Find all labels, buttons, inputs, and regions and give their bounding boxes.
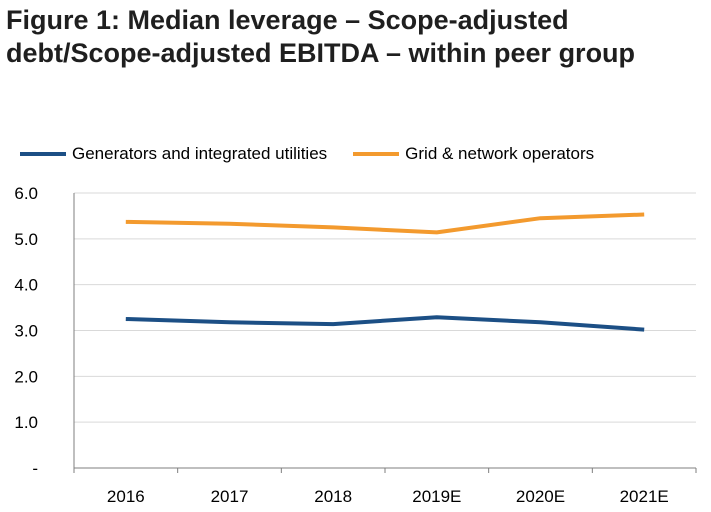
series-line-generators xyxy=(125,315,645,332)
x-tick-label: 2018 xyxy=(314,487,352,506)
legend-item-grid-operators: Grid & network operators xyxy=(353,144,594,164)
y-tick-label: 2.0 xyxy=(14,367,38,386)
y-tick-label: 3.0 xyxy=(14,322,38,341)
chart-legend: Generators and integrated utilities Grid… xyxy=(20,142,594,166)
x-tick-label: 2017 xyxy=(211,487,249,506)
y-tick-label: 5.0 xyxy=(14,230,38,249)
y-tick-label: 4.0 xyxy=(14,276,38,295)
line-chart: - 1.0 2.0 3.0 4.0 5.0 6.0 2016 2017 2018 2019E 2020… xyxy=(14,184,697,506)
x-tick-label: 2016 xyxy=(107,487,145,506)
x-tick-label: 2019E xyxy=(412,487,461,506)
legend-label-generators: Generators and integrated utilities xyxy=(72,144,328,163)
y-tick-label: 1.0 xyxy=(14,413,38,432)
legend-swatch-grid-operators xyxy=(353,152,400,156)
series-line-grid-operators xyxy=(125,212,645,235)
x-tick-label: 2020E xyxy=(516,487,565,506)
x-tick-label: 2021E xyxy=(620,487,669,506)
chart-title: Figure 1: Median leverage – Scope-adjust… xyxy=(6,5,636,68)
y-tick-label: - xyxy=(32,459,38,478)
legend-swatch-generators xyxy=(20,152,66,156)
y-tick-label: 6.0 xyxy=(14,184,38,203)
legend-item-generators: Generators and integrated utilities xyxy=(20,144,327,164)
legend-label-grid-operators: Grid & network operators xyxy=(405,144,595,163)
